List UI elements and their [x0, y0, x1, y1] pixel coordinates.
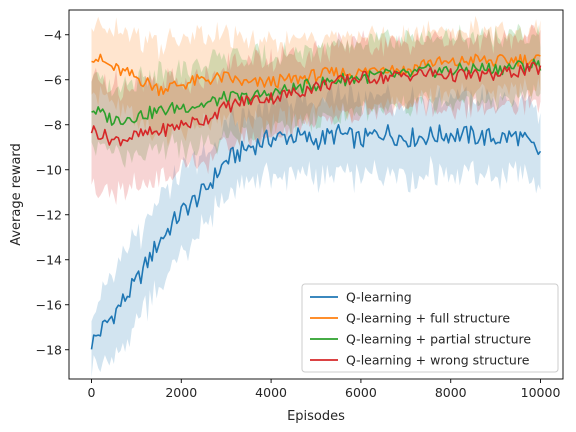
band-1: [91, 82, 541, 378]
legend-label-2: Q-learning + full structure: [346, 311, 510, 326]
plot-frame: [68, 9, 564, 380]
axes: 0 2000 4000 6000 8000 10000 −18 −16 −14 −12 −10 −8 −…: [36, 9, 564, 400]
y-axis-label: Average reward: [9, 143, 24, 246]
band-4: [91, 24, 541, 205]
y-tick-label: −6: [44, 72, 62, 87]
legend: Q-learning Q-learning + full structure Q-l…: [301, 283, 559, 373]
x-tick-label: 4000: [255, 385, 287, 400]
legend-label-4: Q-learning + wrong structure: [346, 353, 530, 368]
y-tick-label: −14: [36, 252, 62, 267]
y-tick-label: −4: [44, 27, 62, 42]
band-3: [91, 23, 541, 168]
x-tick-label: 10000: [521, 385, 561, 400]
legend-box: [301, 283, 559, 373]
x-tick-label: 8000: [435, 385, 467, 400]
series-line-4: [90, 61, 542, 147]
x-tick-label: 2000: [165, 385, 197, 400]
series-line-1: [90, 124, 542, 350]
x-tick-label: 6000: [345, 385, 377, 400]
y-tick-label: −10: [36, 162, 62, 177]
x-axis-label: Episodes: [287, 409, 345, 424]
y-tick-label: −18: [36, 342, 62, 357]
legend-label-1: Q-learning: [346, 290, 412, 305]
y-tick-label: −12: [36, 207, 62, 222]
series-line-3: [91, 58, 542, 126]
legend-label-3: Q-learning + partial structure: [346, 332, 531, 347]
y-tick-label: −16: [36, 297, 62, 312]
series-lines: [90, 53, 542, 350]
x-tick-label: 0: [87, 385, 95, 400]
y-tick-label: −8: [44, 117, 62, 132]
